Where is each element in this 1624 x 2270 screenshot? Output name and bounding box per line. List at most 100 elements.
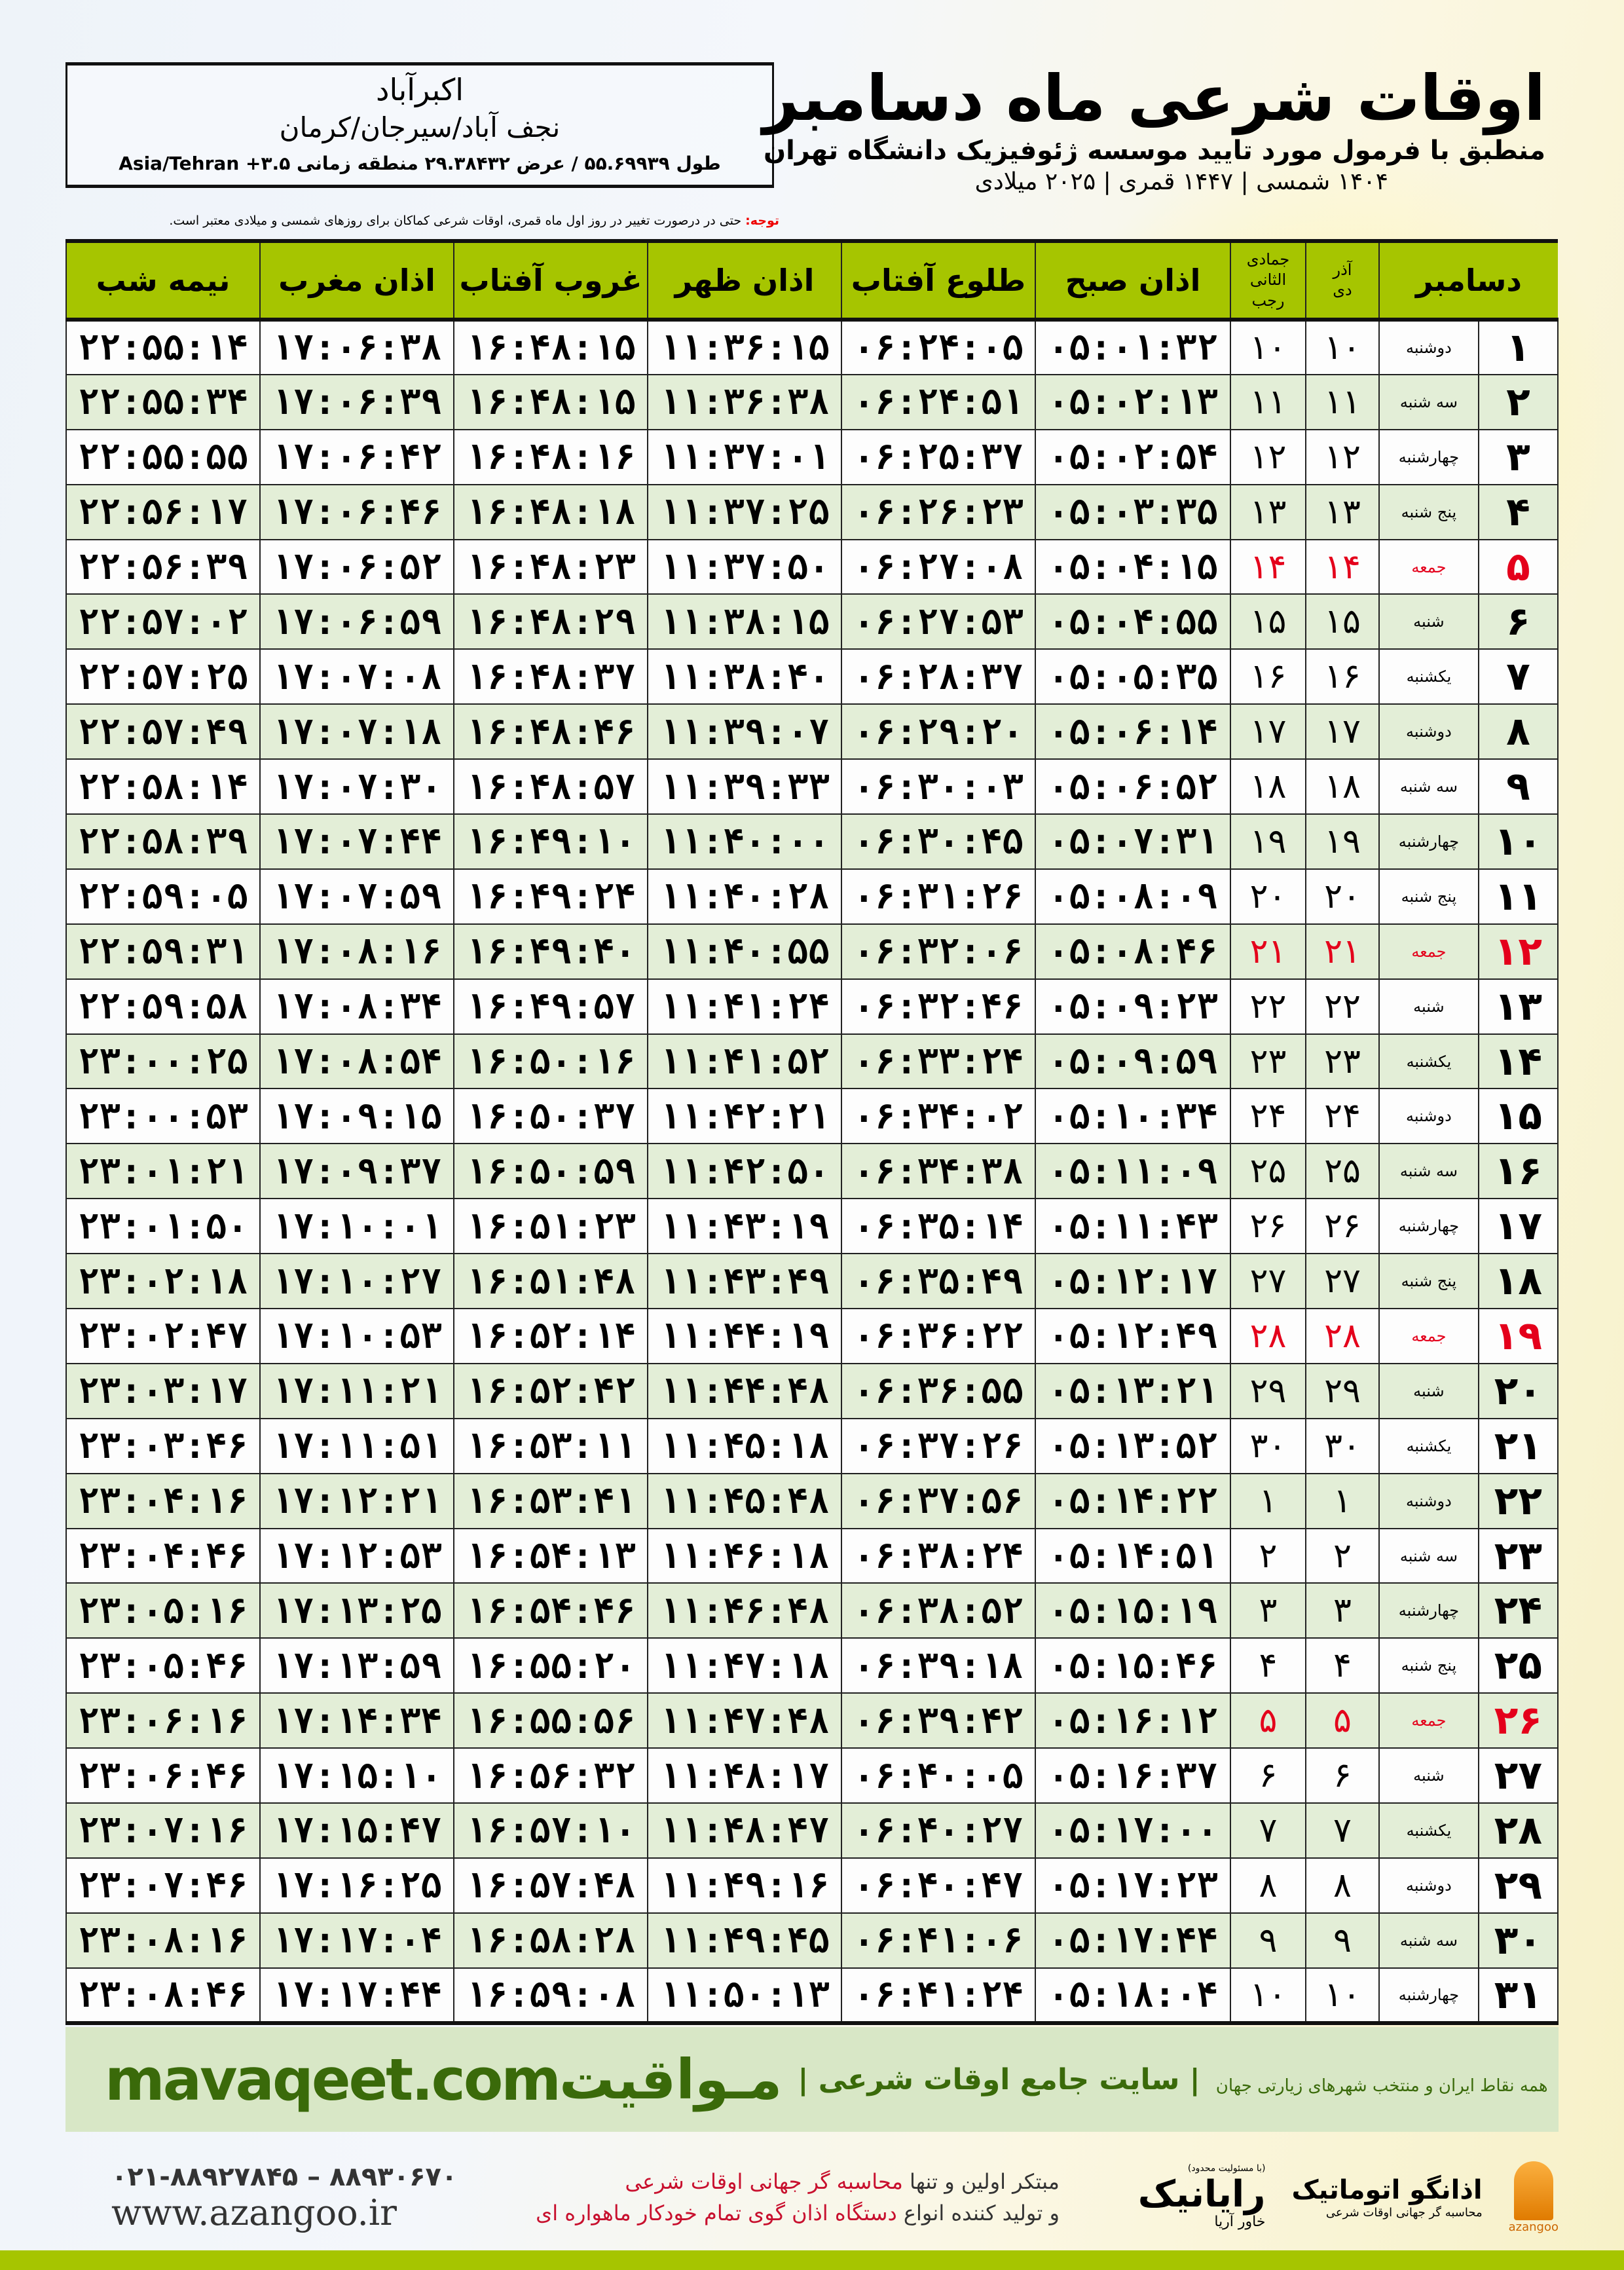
day-number: ۲۱ bbox=[1477, 1417, 1559, 1474]
weekday: جمعه bbox=[1378, 1308, 1479, 1364]
subh-time: ۰۵:۰۲:۵۴ bbox=[1035, 428, 1231, 485]
tulu-time: ۰۶:۴۰:۴۷ bbox=[841, 1857, 1036, 1914]
subh-time: ۰۵:۱۷:۴۴ bbox=[1035, 1912, 1231, 1969]
mavaqeet-url[interactable]: mavaqeet.com bbox=[105, 2045, 561, 2113]
maghrib-time: ۱۷:۰۶:۳۹ bbox=[259, 373, 454, 430]
shamsi-day: ۱۷ bbox=[1305, 703, 1380, 760]
maghrib-time: ۱۷:۰۶:۳۸ bbox=[259, 319, 454, 375]
weekday: سه شنبه bbox=[1378, 1912, 1479, 1969]
day-number: ۱ bbox=[1477, 319, 1559, 375]
day-number: ۲۳ bbox=[1477, 1527, 1559, 1584]
region-name: نجف آباد/سیرجان/کرمان bbox=[279, 111, 561, 143]
promo-line1: مبتکر اولین و تنها bbox=[902, 2169, 1060, 2194]
zuhr-time: ۱۱:۳۸:۱۵ bbox=[647, 593, 842, 650]
qamari-day: ۲۸ bbox=[1230, 1308, 1306, 1364]
nime-time: ۲۳:۰۱:۵۰ bbox=[65, 1198, 261, 1255]
shamsi-day: ۲۷ bbox=[1305, 1253, 1380, 1310]
ghurub-time: ۱۶:۴۸:۲۹ bbox=[453, 593, 648, 650]
shamsi-day: ۱۰ bbox=[1305, 1967, 1380, 2025]
day-number: ۱۲ bbox=[1477, 923, 1559, 980]
weekday: پنج شنبه bbox=[1378, 868, 1479, 925]
tulu-time: ۰۶:۳۰:۴۵ bbox=[841, 813, 1036, 870]
subh-time: ۰۵:۰۲:۱۳ bbox=[1035, 373, 1231, 430]
col-qamari: جمادی الثانی رجب bbox=[1230, 239, 1306, 322]
qamari-day: ۸ bbox=[1230, 1857, 1306, 1914]
subh-time: ۰۵:۰۳:۳۵ bbox=[1035, 483, 1231, 540]
zuhr-time: ۱۱:۴۴:۱۹ bbox=[647, 1308, 842, 1364]
ghurub-time: ۱۶:۵۱:۴۸ bbox=[453, 1253, 648, 1310]
ghurub-time: ۱۶:۵۵:۲۰ bbox=[453, 1637, 648, 1694]
shamsi-day: ۲۵ bbox=[1305, 1143, 1380, 1200]
subh-time: ۰۵:۰۱:۳۲ bbox=[1035, 319, 1231, 375]
tulu-time: ۰۶:۳۱:۲۶ bbox=[841, 868, 1036, 925]
zuhr-time: ۱۱:۴۸:۱۷ bbox=[647, 1747, 842, 1804]
zuhr-time: ۱۱:۴۳:۴۹ bbox=[647, 1253, 842, 1310]
azangoo-logo: اذانگو اتوماتیک محاسبه گر جهانی اوقات شرع… bbox=[1291, 2174, 1482, 2220]
table-row: ۱۷ چهارشنبه ۲۶ ۲۶ ۰۵:۱۱:۴۳ ۰۶:۳۵:۱۴ ۱۱:۴۳:۱۹ ۱۶… bbox=[65, 1198, 1559, 1255]
maghrib-time: ۱۷:۱۱:۵۱ bbox=[259, 1417, 454, 1474]
weekday: سه شنبه bbox=[1378, 758, 1479, 815]
subh-time: ۰۵:۰۴:۱۵ bbox=[1035, 538, 1231, 595]
col-shamsi-bottom: دی bbox=[1333, 281, 1352, 299]
ghurub-time: ۱۶:۴۸:۳۷ bbox=[453, 648, 648, 705]
weekday: چهارشنبه bbox=[1378, 813, 1479, 870]
subh-time: ۰۵:۱۶:۳۷ bbox=[1035, 1747, 1231, 1804]
col-shamsi-top: آذر bbox=[1333, 260, 1352, 279]
ghurub-time: ۱۶:۵۹:۰۸ bbox=[453, 1967, 648, 2025]
shamsi-day: ۱۲ bbox=[1305, 428, 1380, 485]
nime-time: ۲۲:۵۵:۱۴ bbox=[65, 319, 261, 375]
shamsi-day: ۳ bbox=[1305, 1582, 1380, 1639]
table-row: ۶ شنبه ۱۵ ۱۵ ۰۵:۰۴:۵۵ ۰۶:۲۷:۵۳ ۱۱:۳۸:۱۵ ۱۶:۴۸:۲… bbox=[65, 593, 1559, 650]
ghurub-time: ۱۶:۵۴:۴۶ bbox=[453, 1582, 648, 1639]
day-number: ۶ bbox=[1477, 593, 1559, 650]
nime-time: ۲۲:۵۸:۳۹ bbox=[65, 813, 261, 870]
day-number: ۱۵ bbox=[1477, 1088, 1559, 1145]
mavaqeet-slogan-sub: همه نقاط ایران و منتخب شهرهای زیارتی جها… bbox=[1215, 2076, 1548, 2096]
tulu-time: ۰۶:۳۸:۲۴ bbox=[841, 1527, 1036, 1584]
col-month: دسامبر bbox=[1378, 239, 1558, 322]
tulu-time: ۰۶:۳۵:۱۴ bbox=[841, 1198, 1036, 1255]
weekday: سه شنبه bbox=[1378, 1143, 1479, 1200]
day-number: ۱۱ bbox=[1477, 868, 1559, 925]
qamari-day: ۲۰ bbox=[1230, 868, 1306, 925]
tulu-time: ۰۶:۲۷:۰۸ bbox=[841, 538, 1036, 595]
weekday: چهارشنبه bbox=[1378, 428, 1479, 485]
zuhr-time: ۱۱:۳۶:۱۵ bbox=[647, 319, 842, 375]
table-row: ۱ دوشنبه ۱۰ ۱۰ ۰۵:۰۱:۳۲ ۰۶:۲۴:۰۵ ۱۱:۳۶:۱۵ ۱۶:۴۸… bbox=[65, 319, 1559, 375]
weekday: دوشنبه bbox=[1378, 1088, 1479, 1145]
shamsi-day: ۱۱ bbox=[1305, 373, 1380, 430]
nime-time: ۲۳:۰۰:۵۳ bbox=[65, 1088, 261, 1145]
azangoo-url[interactable]: www.azangoo.ir bbox=[111, 2191, 397, 2233]
nime-time: ۲۳:۰۸:۱۶ bbox=[65, 1912, 261, 1969]
maghrib-time: ۱۷:۰۸:۳۴ bbox=[259, 978, 454, 1035]
zuhr-time: ۱۱:۴۸:۴۷ bbox=[647, 1802, 842, 1859]
shamsi-day: ۶ bbox=[1305, 1747, 1380, 1804]
subh-time: ۰۵:۱۸:۰۴ bbox=[1035, 1967, 1231, 2025]
ghurub-time: ۱۶:۴۹:۱۰ bbox=[453, 813, 648, 870]
rayanik-logo: (با مسئولیت محدود) رایانیک خاور آریا bbox=[1138, 2164, 1266, 2231]
maghrib-time: ۱۷:۰۷:۱۸ bbox=[259, 703, 454, 760]
maghrib-time: ۱۷:۱۷:۴۴ bbox=[259, 1967, 454, 2025]
qamari-day: ۶ bbox=[1230, 1747, 1306, 1804]
nime-time: ۲۲:۵۷:۴۹ bbox=[65, 703, 261, 760]
subh-time: ۰۵:۱۱:۰۹ bbox=[1035, 1143, 1231, 1200]
shamsi-day: ۱۹ bbox=[1305, 813, 1380, 870]
qamari-day: ۲۹ bbox=[1230, 1362, 1306, 1419]
subh-time: ۰۵:۰۴:۵۵ bbox=[1035, 593, 1231, 650]
weekday: جمعه bbox=[1378, 923, 1479, 980]
table-row: ۷ یکشنبه ۱۶ ۱۶ ۰۵:۰۵:۳۵ ۰۶:۲۸:۳۷ ۱۱:۳۸:۴۰ ۱۶:۴۸… bbox=[65, 648, 1559, 705]
tulu-time: ۰۶:۳۹:۴۲ bbox=[841, 1692, 1036, 1749]
zuhr-time: ۱۱:۴۵:۴۸ bbox=[647, 1472, 842, 1529]
logos: (با مسئولیت محدود) رایانیک خاور آریا اذانگ… bbox=[1138, 2161, 1559, 2234]
ghurub-time: ۱۶:۵۵:۵۶ bbox=[453, 1692, 648, 1749]
ghurub-time: ۱۶:۴۸:۱۵ bbox=[453, 319, 648, 375]
nime-time: ۲۲:۵۶:۱۷ bbox=[65, 483, 261, 540]
azangoo-sub: محاسبه گر جهانی اوقات شرعی bbox=[1325, 2206, 1483, 2220]
ghurub-time: ۱۶:۴۹:۲۴ bbox=[453, 868, 648, 925]
table-row: ۱۵ دوشنبه ۲۴ ۲۴ ۰۵:۱۰:۳۴ ۰۶:۳۴:۰۲ ۱۱:۴۲:۲۱ ۱۶:۵… bbox=[65, 1088, 1559, 1145]
shamsi-day: ۲۱ bbox=[1305, 923, 1380, 980]
weekday: جمعه bbox=[1378, 538, 1479, 595]
shamsi-day: ۱۰ bbox=[1305, 319, 1380, 375]
qamari-day: ۳ bbox=[1230, 1582, 1306, 1639]
ghurub-time: ۱۶:۴۸:۱۸ bbox=[453, 483, 648, 540]
